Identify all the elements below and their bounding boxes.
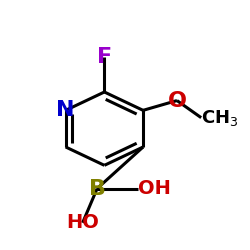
Text: CH$_3$: CH$_3$ bbox=[201, 108, 238, 128]
Text: HO: HO bbox=[66, 213, 99, 232]
Text: O: O bbox=[168, 90, 186, 110]
Text: F: F bbox=[97, 46, 112, 66]
Text: B: B bbox=[89, 178, 106, 199]
Text: OH: OH bbox=[138, 179, 171, 198]
Text: N: N bbox=[56, 100, 75, 120]
